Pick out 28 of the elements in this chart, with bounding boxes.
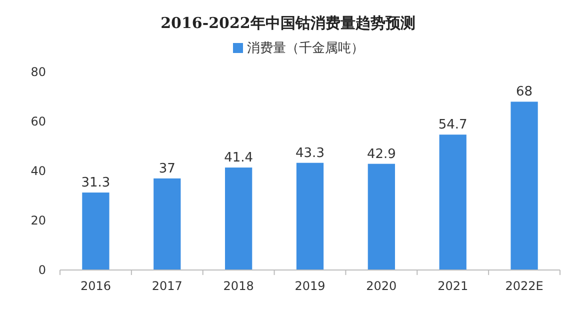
data-label: 42.9 <box>366 146 396 162</box>
x-tick-label: 2018 <box>223 279 254 293</box>
data-label: 68 <box>516 84 533 100</box>
bar <box>368 164 395 270</box>
legend: 消费量（千金属吨） <box>233 41 364 56</box>
x-tick-label: 2020 <box>366 279 397 293</box>
y-tick-label: 20 <box>30 214 46 228</box>
data-label: 54.7 <box>438 118 468 133</box>
data-label: 41.4 <box>224 150 254 166</box>
bar <box>510 102 538 270</box>
bar <box>439 134 466 270</box>
data-label: 37 <box>158 161 176 176</box>
x-tick-label: 2019 <box>294 279 326 293</box>
bar <box>82 192 110 270</box>
bar <box>225 168 252 270</box>
chart-title: 2016-2022年中国钴消费量趋势预测 <box>160 14 416 32</box>
y-tick-label: 60 <box>30 114 46 128</box>
y-tick-label: 40 <box>30 164 46 178</box>
bar <box>296 162 324 270</box>
x-tick-label: 2022E <box>505 279 544 293</box>
data-label: 31.3 <box>81 176 110 191</box>
y-tick-label: 0 <box>38 263 46 277</box>
bar <box>154 178 181 270</box>
x-tick-label: 2021 <box>438 279 468 293</box>
x-tick-label: 2017 <box>152 279 182 293</box>
y-tick-label: 80 <box>30 65 46 79</box>
data-label: 43.3 <box>296 146 324 161</box>
x-tick-label: 2016 <box>80 279 111 293</box>
